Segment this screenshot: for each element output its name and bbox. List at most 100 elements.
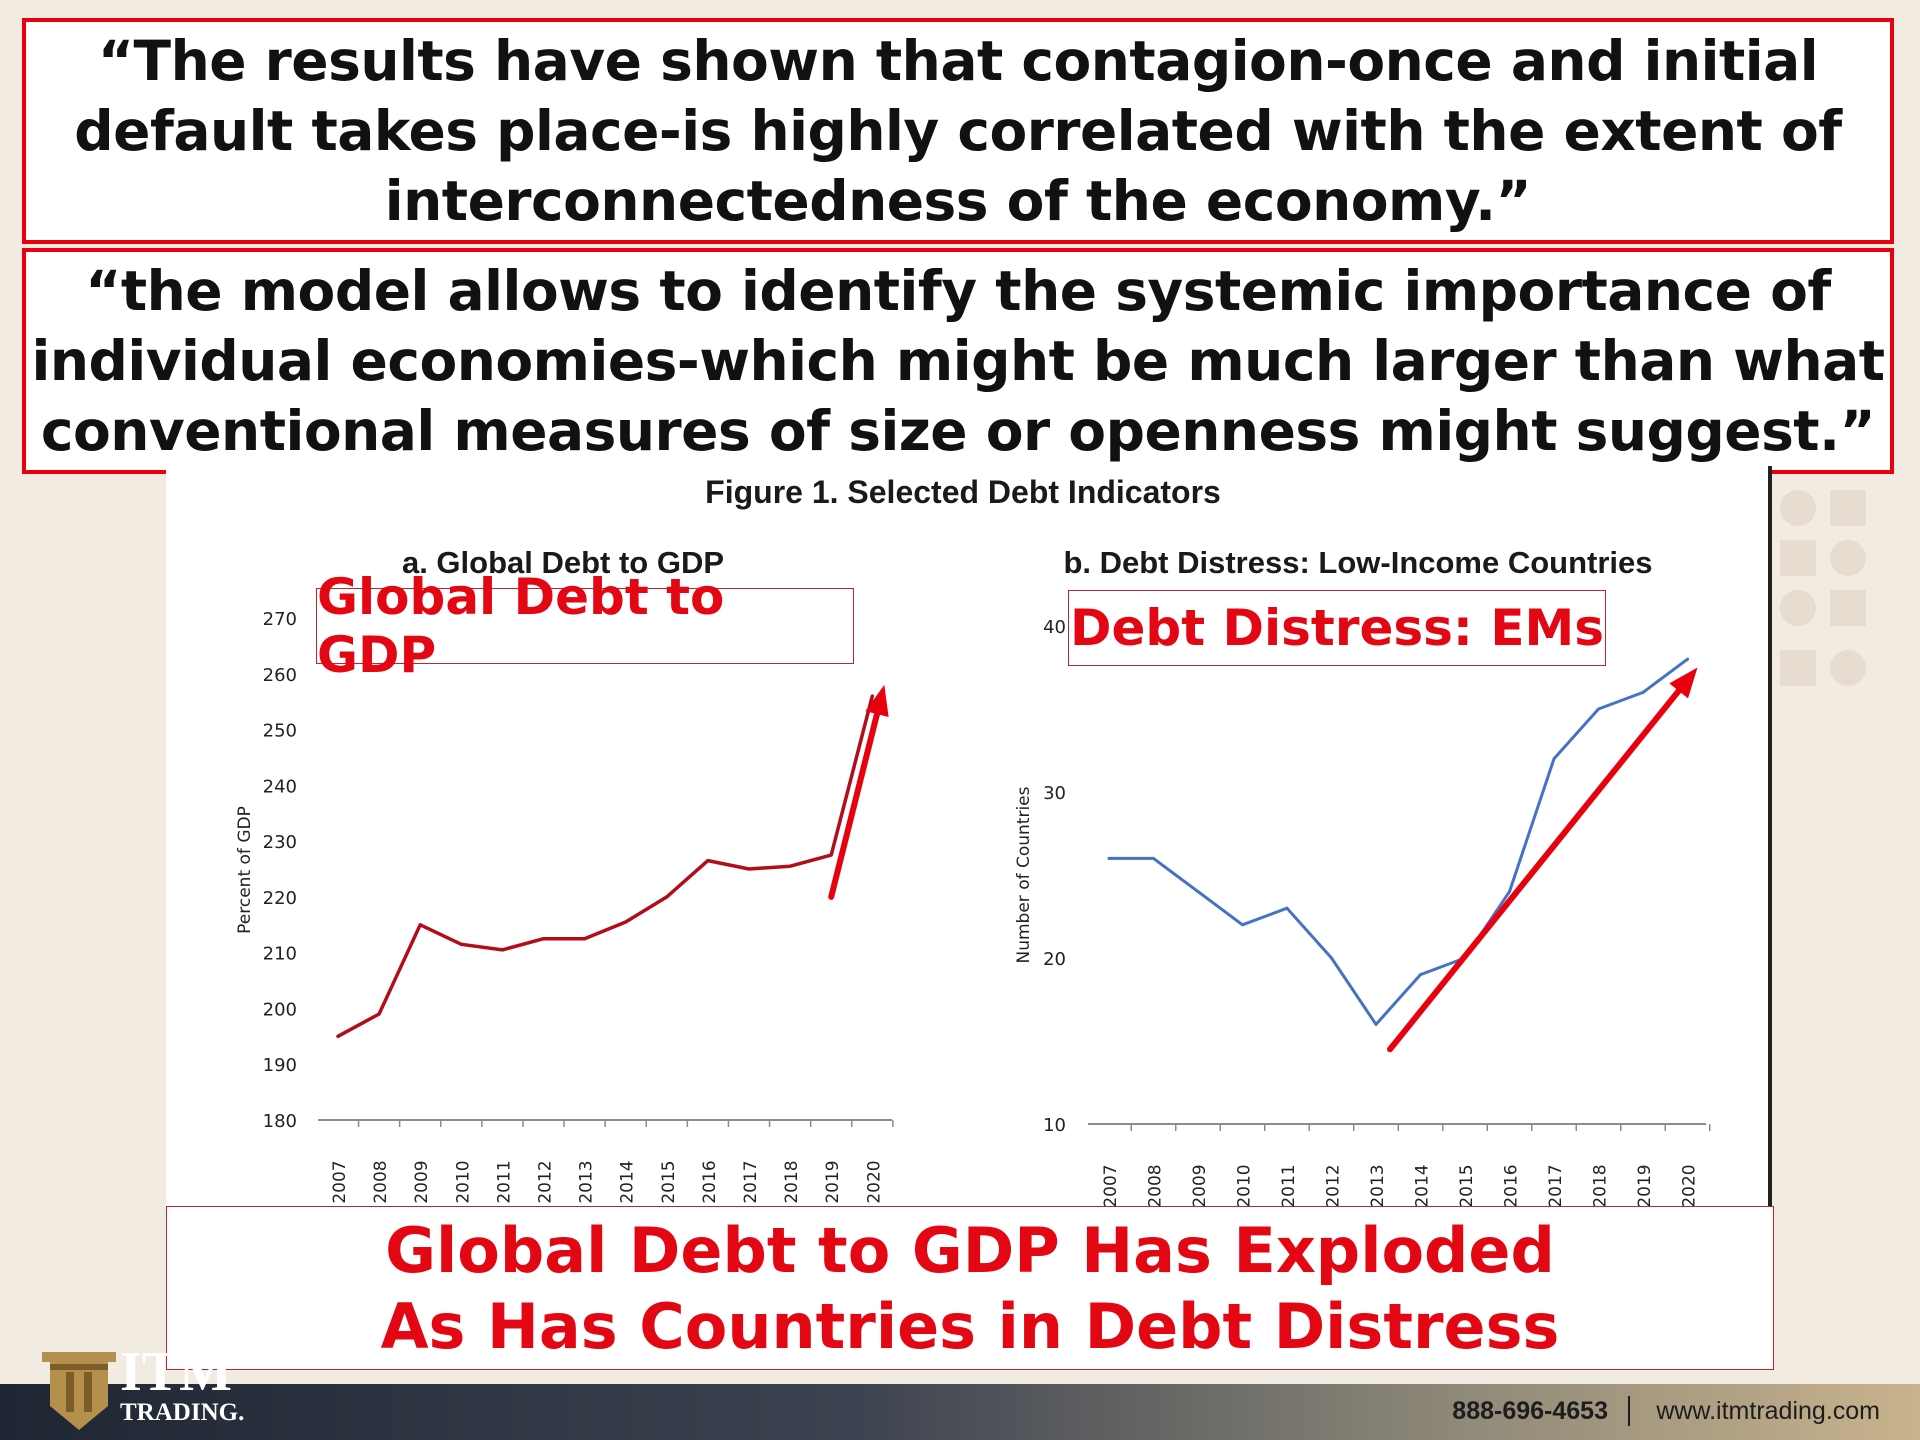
- website-link[interactable]: www.itmtrading.com: [1656, 1397, 1880, 1425]
- data-point: [1374, 1022, 1378, 1026]
- chart-title: b. Debt Distress: Low-Income Countries: [1063, 545, 1652, 580]
- data-point: [1241, 923, 1244, 927]
- footer-bar: [0, 1384, 1920, 1440]
- chart-title: a. Global Debt to GDP: [402, 545, 724, 580]
- x-tick-label: 2010: [1235, 1164, 1255, 1207]
- data-series-line: [1107, 657, 1689, 1026]
- chart-global-debt-to-gdp: a. Global Debt to GDP 180 190 200 210 220 230 2…: [235, 545, 894, 1204]
- x-tick-label: 2016: [700, 1160, 720, 1203]
- footer-divider: [1628, 1396, 1630, 1426]
- x-tick-label: 2007: [330, 1160, 350, 1203]
- y-axis-label: Percent of GDP: [235, 806, 255, 934]
- quote-text-systemic-importance: “the model allows to identify the system…: [31, 259, 1885, 463]
- x-tick-label: 2019: [1635, 1164, 1655, 1207]
- x-tick-label: 2014: [618, 1160, 638, 1203]
- data-point: [500, 948, 504, 952]
- data-point: [1508, 890, 1511, 894]
- y-tick-label: 220: [263, 888, 297, 909]
- y-tick-label: 250: [263, 721, 297, 742]
- data-point: [377, 1012, 381, 1016]
- y-tick-label: 230: [263, 832, 297, 853]
- background-decoration: [1830, 540, 1866, 576]
- x-tick-label: 2019: [823, 1160, 843, 1203]
- x-tick-label: 2009: [412, 1160, 432, 1203]
- data-point: [542, 937, 545, 941]
- brand-name: ITM: [120, 1341, 232, 1403]
- data-point: [1597, 707, 1600, 711]
- x-tick-label: 2017: [741, 1160, 761, 1203]
- figure-title: Figure 1. Selected Debt Indicators: [705, 474, 1221, 510]
- conclusion-banner: Global Debt to GDP Has Exploded As Has C…: [166, 1206, 1774, 1370]
- x-tick-label: 2013: [1368, 1164, 1388, 1207]
- quote-text-contagion: “The results have shown that contagion-o…: [74, 29, 1842, 233]
- quote-box-contagion: “The results have shown that contagion-o…: [22, 18, 1894, 244]
- x-tick-label: 2007: [1101, 1164, 1121, 1207]
- y-tick-label: 240: [263, 776, 297, 797]
- conclusion-line-1: Global Debt to GDP Has Exploded: [385, 1214, 1555, 1287]
- brand-subtitle: TRADING.: [120, 1399, 245, 1426]
- trend-arrow-head: [865, 684, 889, 717]
- data-point: [418, 923, 422, 927]
- data-point: [665, 895, 669, 899]
- x-tick-label: 2016: [1502, 1164, 1522, 1207]
- callout-debt-distress-ems: Debt Distress: EMs: [1068, 590, 1606, 666]
- x-tick-label: 2020: [864, 1160, 884, 1203]
- x-tick-label: 2011: [494, 1160, 514, 1203]
- data-point: [336, 1034, 340, 1038]
- data-series-line: [336, 694, 875, 1039]
- background-decoration: [1830, 490, 1866, 526]
- y-axis-label: Number of Countries: [1014, 786, 1034, 963]
- y-tick-label: 260: [263, 665, 297, 686]
- callout-a-text: Global Debt to GDP: [317, 568, 725, 684]
- y-tick-label: 10: [1043, 1115, 1066, 1136]
- data-point: [1285, 906, 1289, 910]
- x-tick-label: 2018: [1591, 1164, 1611, 1207]
- background-decoration: [1830, 650, 1866, 686]
- x-tick-label: 2009: [1190, 1164, 1210, 1207]
- data-point: [1330, 956, 1333, 960]
- x-tick-label: 2012: [1324, 1164, 1344, 1207]
- x-tick-label: 2015: [1457, 1164, 1477, 1207]
- data-point: [1686, 657, 1689, 661]
- y-tick-label: 200: [263, 999, 297, 1020]
- data-point: [624, 920, 628, 924]
- x-tick-label: 2008: [371, 1160, 391, 1203]
- data-point: [706, 859, 710, 863]
- background-decoration: [1780, 490, 1816, 526]
- data-point: [747, 867, 751, 871]
- y-tick-label: 180: [263, 1111, 297, 1132]
- x-tick-label: 2017: [1546, 1164, 1566, 1207]
- background-decoration: [1780, 650, 1816, 686]
- data-point: [1419, 973, 1422, 977]
- x-tick-label: 2013: [577, 1160, 597, 1203]
- y-tick-label: 190: [263, 1055, 297, 1076]
- data-point: [459, 942, 463, 946]
- y-tick-label: 210: [263, 944, 297, 965]
- quote-box-systemic-importance: “the model allows to identify the system…: [22, 248, 1894, 474]
- data-point: [1196, 890, 1200, 894]
- background-decoration: [1780, 590, 1816, 626]
- y-tick-label: 20: [1043, 949, 1066, 970]
- data-point: [1107, 856, 1111, 860]
- y-tick-label: 30: [1043, 783, 1066, 804]
- x-tick-label: 2015: [659, 1160, 679, 1203]
- chart-debt-distress: b. Debt Distress: Low-Income Countries 10…: [1014, 545, 1711, 1208]
- x-tick-label: 2018: [782, 1160, 802, 1203]
- callout-global-debt-to-gdp: Global Debt to GDP: [316, 568, 854, 684]
- data-point: [829, 853, 833, 857]
- data-point: [583, 937, 587, 941]
- trend-arrow-head: [1669, 667, 1698, 699]
- y-tick-label: 270: [263, 609, 297, 630]
- data-point: [870, 694, 874, 698]
- conclusion-line-2: As Has Countries in Debt Distress: [380, 1290, 1560, 1363]
- background-decoration: [1780, 540, 1816, 576]
- y-tick-label: 40: [1043, 617, 1066, 638]
- data-point: [1552, 757, 1556, 761]
- x-tick-label: 2012: [536, 1160, 556, 1203]
- phone-number-link[interactable]: 888-696-4653: [1452, 1397, 1608, 1425]
- data-point: [1641, 690, 1645, 694]
- data-point: [788, 864, 792, 868]
- data-point: [1152, 856, 1155, 860]
- trend-arrow-shaft: [1387, 687, 1682, 1053]
